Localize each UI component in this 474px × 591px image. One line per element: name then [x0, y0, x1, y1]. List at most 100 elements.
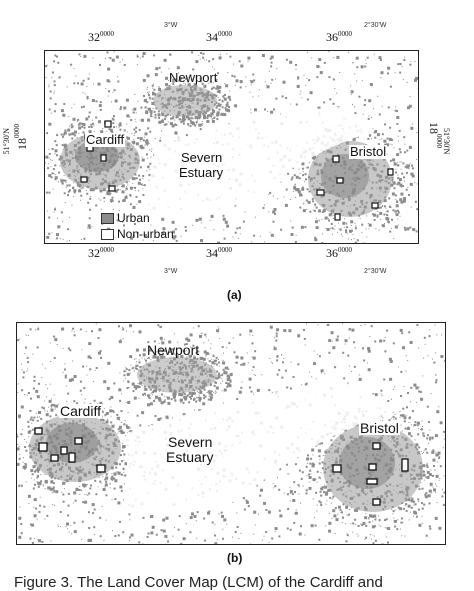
urban-pixel — [342, 236, 343, 237]
urban-pixel — [165, 83, 168, 86]
urban-pixel — [355, 524, 356, 525]
urban-pixel — [427, 466, 429, 468]
urban-pixel — [47, 411, 48, 412]
urban-pixel — [232, 236, 233, 237]
urban-pixel — [38, 327, 39, 328]
urban-pixel — [226, 53, 227, 54]
urban-pixel — [27, 371, 28, 372]
urban-pixel — [279, 510, 281, 512]
urban-pixel — [304, 226, 306, 228]
urban-pixel — [386, 528, 387, 529]
urban-pixel — [56, 237, 58, 239]
urban-pixel — [63, 348, 64, 349]
urban-pixel — [411, 499, 414, 502]
urban-pixel — [216, 392, 217, 393]
urban-pixel — [215, 382, 217, 384]
urban-pixel — [288, 473, 289, 474]
urban-pixel — [70, 133, 72, 135]
urban-pixel — [132, 367, 134, 369]
urban-pixel — [338, 506, 341, 509]
urban-pixel — [164, 59, 167, 62]
urban-pixel — [147, 145, 148, 146]
urban-pixel — [395, 169, 396, 170]
urban-pixel — [426, 452, 428, 454]
urban-pixel — [295, 463, 297, 465]
urban-pixel — [239, 334, 241, 336]
urban-pixel — [28, 426, 30, 428]
urban-pixel — [235, 531, 237, 533]
urban-pixel — [105, 487, 106, 488]
sample-site — [335, 214, 340, 220]
urban-pixel — [34, 376, 36, 378]
urban-pixel — [389, 206, 391, 208]
urban-pixel — [418, 509, 420, 511]
urban-pixel — [89, 198, 91, 200]
urban-pixel — [259, 89, 260, 90]
urban-pixel — [224, 97, 225, 98]
urban-pixel — [220, 87, 221, 88]
urban-pixel — [48, 86, 49, 87]
urban-pixel — [174, 333, 175, 334]
urban-pixel — [223, 403, 224, 404]
urban-pixel — [407, 164, 410, 167]
urban-pixel — [425, 492, 427, 494]
urban-pixel — [159, 90, 160, 91]
urban-pixel — [136, 368, 138, 370]
urban-pixel — [309, 482, 310, 483]
urban-pixel — [239, 227, 241, 229]
urban-pixel — [390, 160, 392, 162]
urban-pixel — [142, 385, 143, 386]
urban-pixel — [177, 66, 180, 69]
urban-pixel — [320, 487, 323, 490]
urban-pixel — [45, 65, 47, 67]
urban-pixel — [213, 355, 215, 357]
urban-pixel — [88, 126, 90, 128]
urban-pixel — [95, 370, 96, 371]
urban-pixel — [66, 401, 67, 402]
urban-pixel — [293, 481, 295, 483]
urban-pixel — [114, 498, 116, 500]
map-panel-a: Newport Cardiff Bristol Severn Estuary U… — [44, 50, 419, 244]
urban-pixel — [119, 373, 120, 374]
urban-pixel — [399, 184, 402, 187]
urban-pixel — [378, 207, 380, 209]
urban-pixel — [73, 118, 76, 121]
urban-pixel — [73, 400, 75, 402]
urban-pixel — [305, 344, 306, 345]
urban-pixel — [337, 336, 339, 338]
urban-pixel — [54, 164, 56, 166]
urban-pixel — [382, 205, 383, 206]
urban-pixel — [421, 516, 422, 517]
urban-pixel — [342, 323, 343, 324]
urban-pixel — [104, 408, 105, 409]
urban-pixel — [200, 399, 201, 400]
urban-pixel — [269, 211, 270, 212]
urban-pixel — [35, 390, 38, 393]
urban-pixel — [271, 234, 274, 237]
urban-pixel — [388, 106, 390, 108]
urban-pixel — [19, 454, 20, 455]
urban-pixel — [278, 489, 280, 491]
urban-pixel — [89, 217, 91, 219]
urban-pixel — [74, 68, 75, 69]
urban-pixel — [320, 71, 323, 74]
urban-pixel — [67, 528, 68, 529]
urban-pixel — [17, 436, 18, 438]
urban-pixel — [83, 238, 85, 240]
urban-pixel — [82, 484, 85, 487]
urban-pixel — [396, 116, 399, 119]
urban-pixel — [315, 525, 317, 527]
urban-pixel — [404, 416, 407, 419]
urban-pixel — [78, 189, 81, 192]
urban-pixel — [388, 197, 390, 199]
urban-pixel — [275, 340, 277, 342]
urban-pixel — [60, 238, 61, 239]
urban-pixel — [345, 339, 348, 342]
urban-pixel — [212, 391, 213, 392]
urban-pixel — [411, 424, 412, 425]
urban-pixel — [222, 106, 224, 108]
urban-pixel — [20, 433, 22, 435]
urban-pixel — [272, 211, 275, 214]
urban-pixel — [166, 416, 169, 419]
urban-pixel — [95, 117, 97, 119]
